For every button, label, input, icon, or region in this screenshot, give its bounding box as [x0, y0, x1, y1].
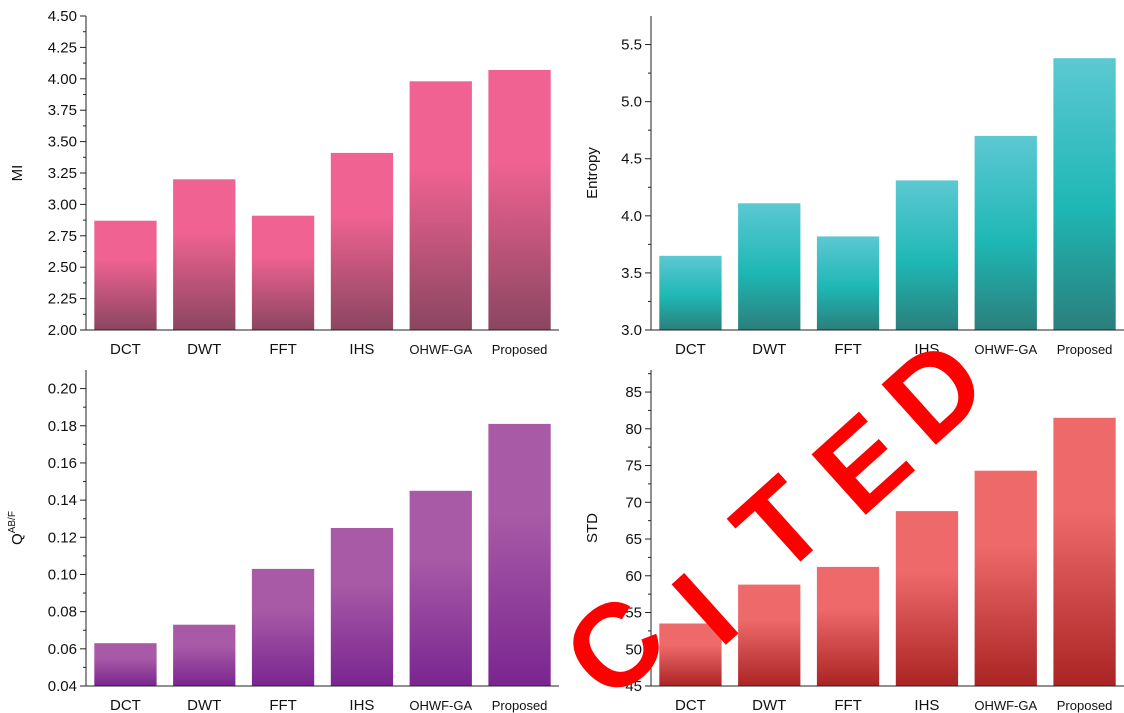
- y-tick-label: 4.00: [48, 71, 77, 88]
- y-tick-label: 0.12: [48, 529, 77, 546]
- x-tick-label: DWT: [187, 697, 221, 713]
- bar-dwt: [173, 179, 236, 330]
- bar-fft: [816, 236, 880, 330]
- bar-dct: [659, 623, 722, 686]
- y-tick-label: 3.5: [621, 265, 642, 282]
- y-tick-label: 2.50: [48, 259, 77, 276]
- bar-fft: [816, 566, 880, 686]
- chart-panel-2: 3.0 3.5 4.0 4.5 5.0 5.5 DCT DWT FFT IHS OHWF-GA Pro…: [584, 16, 1124, 358]
- bar-ihs: [895, 511, 959, 686]
- bar-ohwf-ga: [974, 135, 1037, 330]
- bar-proposed: [1053, 58, 1116, 330]
- x-tick-label: OHWF-GA: [974, 698, 1037, 713]
- y-tick-label: 0.18: [48, 418, 77, 435]
- x-tick-label: DWT: [187, 341, 221, 358]
- y-tick-label: 0.04: [48, 678, 77, 695]
- y-tick-label: 0.06: [48, 641, 77, 658]
- bar-ihs: [895, 180, 959, 330]
- y-tick-label: 55: [625, 605, 642, 622]
- x-tick-label: Proposed: [492, 342, 548, 357]
- y-tick-label: 4.25: [48, 39, 77, 56]
- y-tick-label: 0.14: [48, 492, 77, 509]
- y-tick-label: 75: [625, 458, 642, 475]
- y-tick-label: 3.25: [48, 165, 77, 182]
- x-tick-label: DCT: [110, 697, 141, 713]
- bar-dct: [94, 220, 157, 330]
- chart-panel-4: 45 50 55 60 65 70 75 80 85 DCT DWT FFT IHS OHWF-GA Pro…: [584, 370, 1124, 713]
- bar-ihs: [330, 152, 394, 330]
- y-tick-label: 2.75: [48, 228, 77, 245]
- y-tick-label: 45: [625, 678, 642, 695]
- x-tick-label: DWT: [752, 341, 786, 358]
- bar-proposed: [488, 70, 551, 330]
- bar-ohwf-ga: [409, 81, 472, 330]
- x-tick-label: OHWF-GA: [974, 342, 1037, 357]
- x-tick-label: IHS: [914, 341, 939, 358]
- y-tick-label: 4.50: [48, 8, 77, 25]
- x-tick-label: IHS: [349, 341, 374, 358]
- bar-proposed: [488, 423, 551, 686]
- bar-ihs: [330, 528, 394, 686]
- bar-fft: [251, 215, 315, 330]
- y-tick-label: 0.20: [48, 381, 77, 398]
- y-tick-label: 85: [625, 384, 642, 401]
- y-tick-label: 4.0: [621, 208, 642, 225]
- y-tick-label: 5.5: [621, 37, 642, 54]
- y-tick-label: 80: [625, 421, 642, 438]
- chart-panel-1: 2.00 2.25 2.50 2.75 3.00 3.25 3.50 3.75 4.00 4.25…: [9, 8, 559, 358]
- x-tick-label: IHS: [349, 697, 374, 713]
- x-tick-label: Proposed: [1057, 342, 1113, 357]
- x-tick-label: FFT: [834, 341, 862, 358]
- bar-ohwf-ga: [974, 470, 1037, 686]
- x-tick-label: DCT: [110, 341, 141, 358]
- y-axis-title: MI: [9, 165, 26, 182]
- y-axis-title: STD: [584, 513, 601, 543]
- y-axis-title: QAB/F: [7, 511, 26, 545]
- x-tick-label: DCT: [675, 341, 706, 358]
- y-tick-label: 3.0: [621, 322, 642, 339]
- x-tick-label: OHWF-GA: [409, 342, 472, 357]
- bar-proposed: [1053, 417, 1116, 686]
- y-tick-label: 0.16: [48, 455, 77, 472]
- bar-dwt: [738, 584, 801, 686]
- bar-dct: [659, 255, 722, 330]
- x-tick-label: IHS: [914, 697, 939, 713]
- y-tick-label: 5.0: [621, 94, 642, 111]
- y-tick-label: 70: [625, 494, 642, 511]
- x-tick-label: FFT: [269, 341, 297, 358]
- y-tick-label: 2.25: [48, 291, 77, 308]
- chart-panel-3: 0.04 0.06 0.08 0.10 0.12 0.14 0.16 0.18 0.20 DCT D…: [7, 370, 559, 713]
- y-tick-label: 65: [625, 531, 642, 548]
- bar-dwt: [173, 624, 236, 686]
- x-tick-label: FFT: [269, 697, 297, 713]
- y-tick-label: 0.08: [48, 604, 77, 621]
- y-tick-label: 2.00: [48, 322, 77, 339]
- x-tick-label: DWT: [752, 697, 786, 713]
- x-tick-label: OHWF-GA: [409, 698, 472, 713]
- y-tick-label: 4.5: [621, 151, 642, 168]
- bar-fft: [251, 568, 315, 686]
- y-tick-label: 3.00: [48, 196, 77, 213]
- x-tick-label: Proposed: [1057, 698, 1113, 713]
- y-tick-label: 0.10: [48, 566, 77, 583]
- bar-dwt: [738, 203, 801, 330]
- x-tick-label: Proposed: [492, 698, 548, 713]
- y-tick-label: 3.50: [48, 134, 77, 151]
- y-tick-label: 3.75: [48, 102, 77, 119]
- y-tick-label: 50: [625, 641, 642, 658]
- x-tick-label: FFT: [834, 697, 862, 713]
- bar-dct: [94, 643, 157, 686]
- y-tick-label: 60: [625, 568, 642, 585]
- y-axis-title: Entropy: [584, 147, 601, 199]
- bar-ohwf-ga: [409, 490, 472, 686]
- x-tick-label: DCT: [675, 697, 706, 713]
